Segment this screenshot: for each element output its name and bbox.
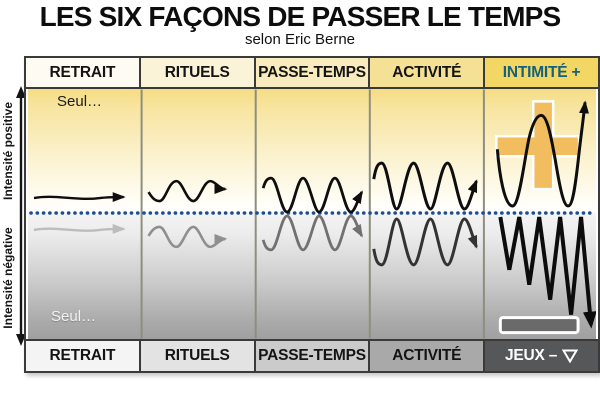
seul-top-label: Seul… (57, 93, 103, 110)
footer-cell-jeux: JEUX – (485, 341, 598, 371)
footer-label: ACTIVITÉ (392, 347, 462, 364)
seul-bottom-label: Seul… (51, 308, 97, 325)
intimite-positive-curve (495, 100, 590, 208)
header-label: PASSE-TEMPS (258, 63, 366, 81)
header-label: RITUELS (164, 63, 230, 81)
header-label: INTIMITÉ + (502, 63, 581, 81)
footer-row: RETRAIT RITUELS PASSE-TEMPS ACTIVITÉ JEU… (26, 339, 598, 371)
plus-icon (495, 100, 581, 191)
page-subtitle: selon Eric Berne (244, 31, 356, 48)
footer-cell-activite: ACTIVITÉ (370, 341, 486, 371)
header-cell-rituels: RITUELS (140, 58, 256, 87)
chart-body: Seul… Seul… (28, 89, 596, 339)
y-axis-positive-label: Intensité positive (1, 101, 15, 201)
retrait-positive-curve (33, 192, 126, 203)
curves-canvas (29, 89, 596, 339)
page-title: LES SIX FAÇONS DE PASSER LE TEMPS (39, 1, 562, 32)
jeux-negative-zigzag (498, 216, 596, 329)
down-triangle-icon (562, 349, 579, 363)
footer-label: RETRAIT (49, 347, 116, 364)
retrait-negative-curve (33, 223, 126, 234)
footer-cell-retrait: RETRAIT (26, 341, 141, 371)
passe-temps-negative-curve (261, 214, 364, 252)
rituels-negative-curve (147, 225, 228, 249)
minus-icon (498, 316, 580, 335)
y-axis-negative-label: Intensité négative (1, 227, 15, 329)
header-cell-intimite: INTIMITÉ + (485, 58, 598, 87)
header-cell-activite: ACTIVITÉ (370, 58, 486, 87)
rituels-positive-curve (147, 179, 228, 203)
footer-label: PASSE-TEMPS (258, 347, 366, 364)
activite-positive-curve (372, 161, 478, 211)
header-row: RETRAIT RITUELS PASSE-TEMPS ACTIVITÉ INT… (26, 58, 598, 89)
passe-temps-positive-curve (261, 176, 364, 214)
header-cell-retrait: RETRAIT (26, 58, 141, 87)
six-ways-table: RETRAIT RITUELS PASSE-TEMPS ACTIVITÉ INT… (24, 56, 600, 373)
header-cell-passe-temps: PASSE-TEMPS (255, 58, 371, 87)
footer-label: RITUELS (164, 347, 230, 364)
footer-label: JEUX – (504, 347, 558, 364)
header-label: RETRAIT (49, 63, 116, 81)
activite-negative-curve (372, 217, 478, 267)
footer-cell-rituels: RITUELS (140, 341, 256, 371)
header-label: ACTIVITÉ (392, 63, 462, 81)
footer-cell-passe-temps: PASSE-TEMPS (255, 341, 371, 371)
y-axis-arrow-icon (16, 86, 26, 346)
